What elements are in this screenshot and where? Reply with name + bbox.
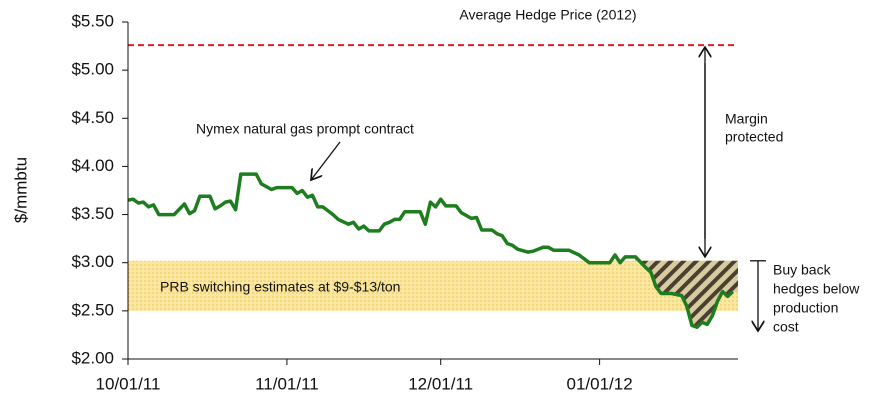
y-tick-label: $2.00 (71, 348, 114, 367)
buyback-label: production (773, 300, 838, 316)
buyback-label: Buy back (773, 262, 832, 278)
y-tick-label: $4.50 (71, 108, 114, 127)
nymex-label: Nymex natural gas prompt contract (196, 121, 414, 137)
switching-band (128, 260, 738, 311)
buyback-label: cost (773, 319, 799, 335)
y-tick-label: $5.00 (71, 60, 114, 79)
hedge-label: Average Hedge Price (2012) (459, 7, 636, 23)
y-tick-label: $3.00 (71, 252, 114, 271)
x-tick-label: 11/01/11 (255, 374, 319, 393)
price-line (127, 172, 735, 329)
buyback-label: hedges below (773, 281, 860, 297)
y-tick-label: $3.50 (71, 204, 114, 223)
y-axis-title: $/mmbtu (11, 157, 30, 223)
x-tick-label: 12/01/11 (408, 374, 473, 393)
y-tick-label: $5.50 (71, 11, 114, 30)
margin-label: Margin (725, 111, 768, 127)
y-tick-label: $4.00 (71, 156, 114, 175)
x-tick-label: 10/01/11 (96, 374, 161, 393)
y-tick-label: $2.50 (71, 300, 114, 319)
band-label: PRB switching estimates at $9-$13/ton (160, 279, 400, 295)
hedge-buyback-area (635, 256, 738, 328)
x-tick-label: 01/01/12 (567, 374, 633, 393)
nymex-arrow (311, 141, 341, 180)
margin-label: protected (725, 129, 783, 145)
